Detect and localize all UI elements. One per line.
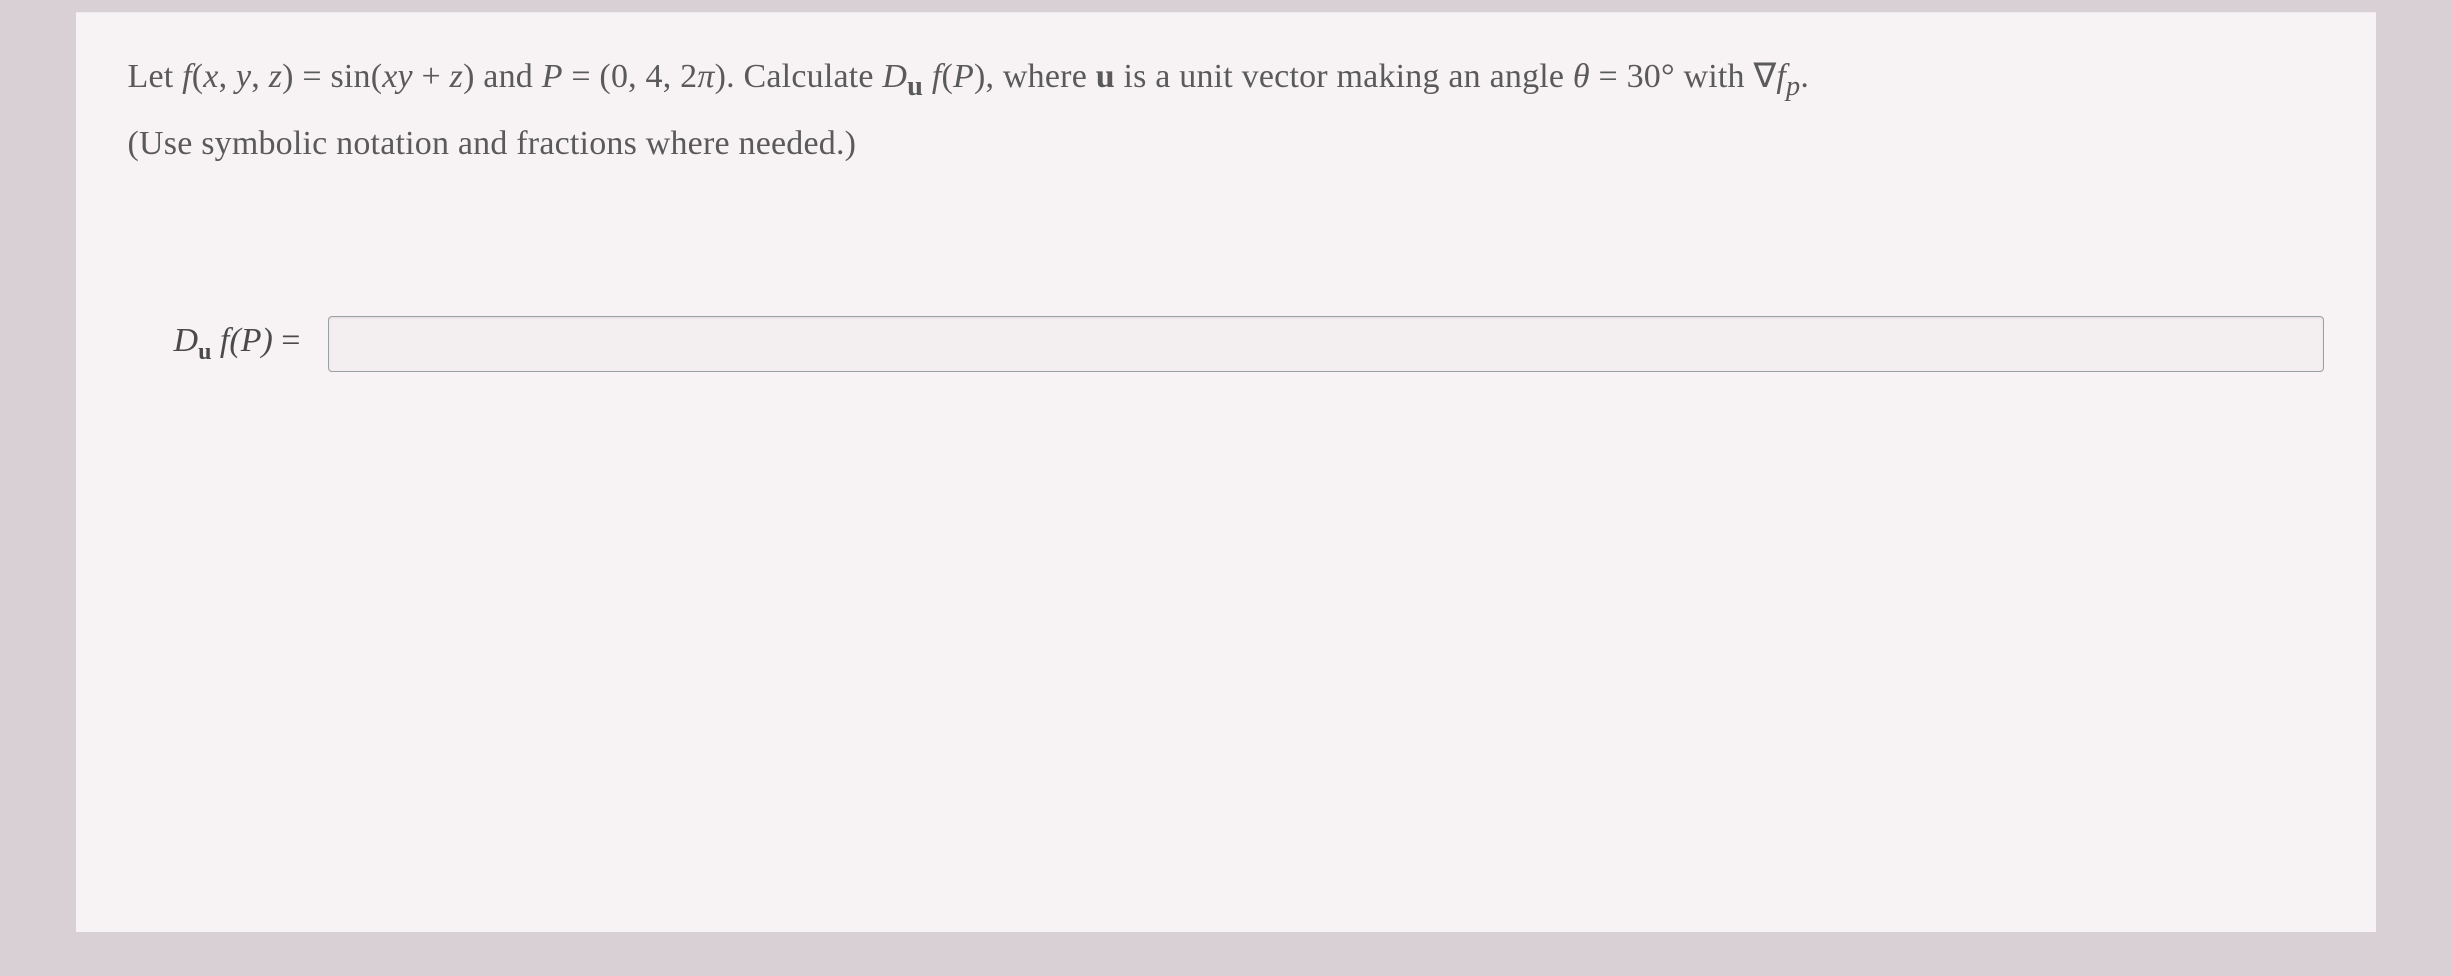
- answer-input[interactable]: [328, 316, 2323, 372]
- problem-line-1: Let f(x, y, z) = sin(xy + z) and P = (0,…: [128, 46, 2324, 113]
- problem-statement: Let f(x, y, z) = sin(xy + z) and P = (0,…: [128, 46, 2324, 176]
- problem-line-2: (Use symbolic notation and fractions whe…: [128, 113, 2324, 176]
- answer-label: Du f(P) =: [174, 322, 301, 366]
- answer-row: Du f(P) =: [128, 316, 2324, 372]
- question-card: Let f(x, y, z) = sin(xy + z) and P = (0,…: [76, 12, 2376, 932]
